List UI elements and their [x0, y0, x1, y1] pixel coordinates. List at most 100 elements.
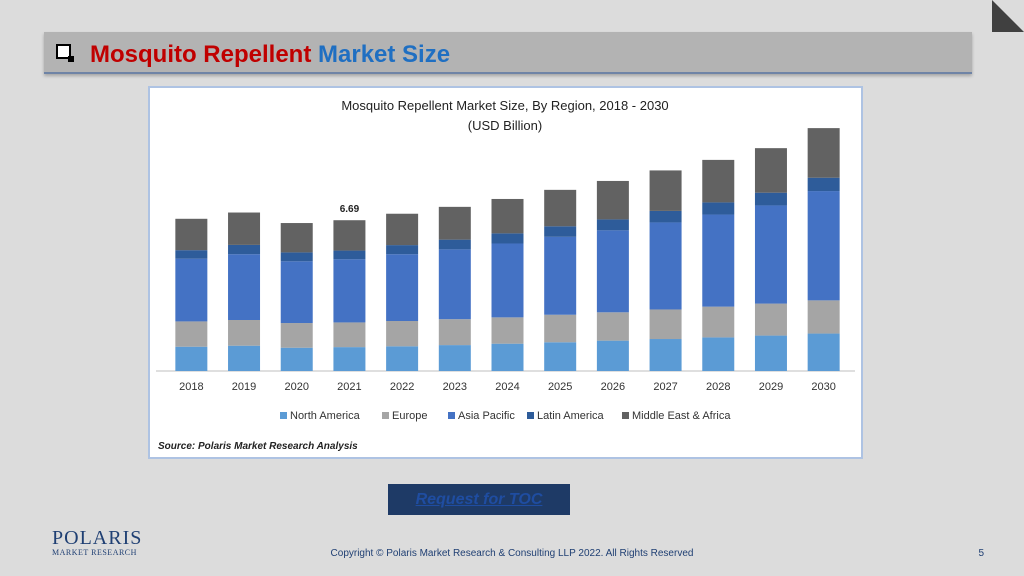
bar-2023-latin-america — [438, 239, 471, 250]
legend-label-2: Asia Pacific — [458, 410, 515, 422]
legend-swatch-3 — [527, 412, 534, 419]
x-tick-2022: 2022 — [390, 381, 414, 393]
x-tick-2018: 2018 — [179, 381, 203, 393]
bar-2018-north-america — [175, 346, 208, 371]
x-tick-2027: 2027 — [653, 381, 677, 393]
bar-2030-middle-east-africa — [807, 128, 840, 178]
x-tick-2028: 2028 — [706, 381, 730, 393]
bar-2025-europe — [544, 314, 577, 343]
x-tick-2029: 2029 — [759, 381, 783, 393]
bar-2022-middle-east-africa — [386, 213, 419, 246]
title-part-2: Market Size — [318, 41, 451, 68]
bar-2020-asia-pacific — [280, 261, 313, 324]
x-tick-2024: 2024 — [495, 381, 519, 393]
legend-label-0: North America — [290, 410, 361, 422]
bar-2024-north-america — [491, 343, 524, 371]
x-tick-2019: 2019 — [232, 381, 256, 393]
bar-2024-middle-east-africa — [491, 198, 524, 234]
title-bar: Mosquito Repellent Market Size — [44, 32, 972, 74]
bar-2028-europe — [702, 306, 735, 338]
annotations-group: 6.69 — [340, 204, 360, 215]
bar-2027-europe — [649, 309, 682, 340]
copyright-text: Copyright © Polaris Market Research & Co… — [330, 548, 694, 559]
bar-2019-north-america — [228, 345, 261, 371]
bar-2020-north-america — [280, 347, 313, 371]
legend-swatch-0 — [280, 412, 287, 419]
bar-2028-middle-east-africa — [702, 159, 735, 203]
bar-2027-asia-pacific — [649, 222, 682, 310]
bar-2027-latin-america — [649, 210, 682, 223]
bar-2020-latin-america — [280, 252, 313, 262]
bar-2026-asia-pacific — [596, 230, 629, 313]
x-tick-2021: 2021 — [337, 381, 361, 393]
bar-2024-latin-america — [491, 233, 524, 244]
bar-2019-asia-pacific — [228, 254, 261, 320]
data-label-2021: 6.69 — [340, 204, 360, 215]
logo-wordmark: POLARIS — [52, 527, 143, 549]
bar-2027-middle-east-africa — [649, 170, 682, 211]
bar-2018-middle-east-africa — [175, 218, 208, 251]
corner-triangle-icon — [992, 0, 1024, 32]
bar-2019-europe — [228, 319, 261, 346]
bar-2024-asia-pacific — [491, 243, 524, 318]
bar-2025-asia-pacific — [544, 236, 577, 315]
checkbox-bullet-icon — [56, 44, 74, 62]
bar-2022-north-america — [386, 346, 419, 371]
bar-2030-asia-pacific — [807, 191, 840, 301]
bar-2019-middle-east-africa — [228, 212, 261, 245]
slide-title: Mosquito Repellent Market Size — [90, 41, 450, 69]
x-tick-2030: 2030 — [811, 381, 835, 393]
bar-2026-europe — [596, 312, 629, 341]
bar-2028-asia-pacific — [702, 214, 735, 307]
polaris-logo: POLARIS MARKET RESEARCH — [52, 528, 142, 557]
bar-2029-europe — [754, 303, 787, 336]
chart-source: Source: Polaris Market Research Analysis — [158, 441, 358, 452]
bar-2030-europe — [807, 300, 840, 334]
legend-label-3: Latin America — [537, 410, 605, 422]
bar-2023-north-america — [438, 345, 471, 371]
bar-2023-asia-pacific — [438, 249, 471, 320]
legend-swatch-1 — [382, 412, 389, 419]
bar-2018-asia-pacific — [175, 258, 208, 322]
page-number: 5 — [978, 548, 984, 559]
legend: North America Europe Asia Pacific Latin Ame… — [280, 410, 731, 422]
bar-2028-north-america — [702, 337, 735, 371]
bar-2021-latin-america — [333, 250, 366, 260]
bar-2018-latin-america — [175, 250, 208, 259]
bar-2019-latin-america — [228, 244, 261, 255]
chart-frame: Mosquito Repellent Market Size, By Regio… — [148, 86, 863, 459]
bar-2021-middle-east-africa — [333, 220, 366, 251]
x-tick-2020: 2020 — [284, 381, 308, 393]
bar-2026-north-america — [596, 340, 629, 371]
bar-2021-north-america — [333, 347, 366, 371]
bar-2021-europe — [333, 322, 366, 348]
bar-2025-middle-east-africa — [544, 189, 577, 227]
x-tick-2026: 2026 — [601, 381, 625, 393]
bar-2023-europe — [438, 319, 471, 346]
legend-label-1: Europe — [392, 410, 427, 422]
bar-2029-latin-america — [754, 192, 787, 206]
x-tick-labels: 2018 2019 2020 2021 2022 2023 2024 2025 2026 2027… — [179, 381, 836, 393]
bar-2029-north-america — [754, 335, 787, 371]
bar-2027-north-america — [649, 339, 682, 371]
x-tick-2023: 2023 — [443, 381, 467, 393]
request-toc-button[interactable]: Request for TOC — [388, 484, 570, 515]
bar-2023-middle-east-africa — [438, 206, 471, 240]
bar-2026-middle-east-africa — [596, 180, 629, 220]
bar-2030-latin-america — [807, 177, 840, 192]
bar-2025-north-america — [544, 342, 577, 371]
legend-label-4: Middle East & Africa — [632, 410, 731, 422]
bar-2022-europe — [386, 321, 419, 347]
title-part-1: Mosquito Repellent — [90, 41, 312, 68]
logo-subtitle: MARKET RESEARCH — [52, 548, 137, 557]
bar-2026-latin-america — [596, 219, 629, 231]
bar-2018-europe — [175, 321, 208, 347]
stacked-bar-chart: Mosquito Repellent Market Size, By Regio… — [156, 98, 855, 452]
bars-group — [175, 128, 840, 371]
bar-2020-middle-east-africa — [280, 223, 313, 253]
bar-2029-asia-pacific — [754, 205, 787, 304]
legend-swatch-2 — [448, 412, 455, 419]
bar-2020-europe — [280, 323, 313, 348]
bar-2022-latin-america — [386, 245, 419, 255]
chart-subtitle: (USD Billion) — [468, 118, 542, 133]
